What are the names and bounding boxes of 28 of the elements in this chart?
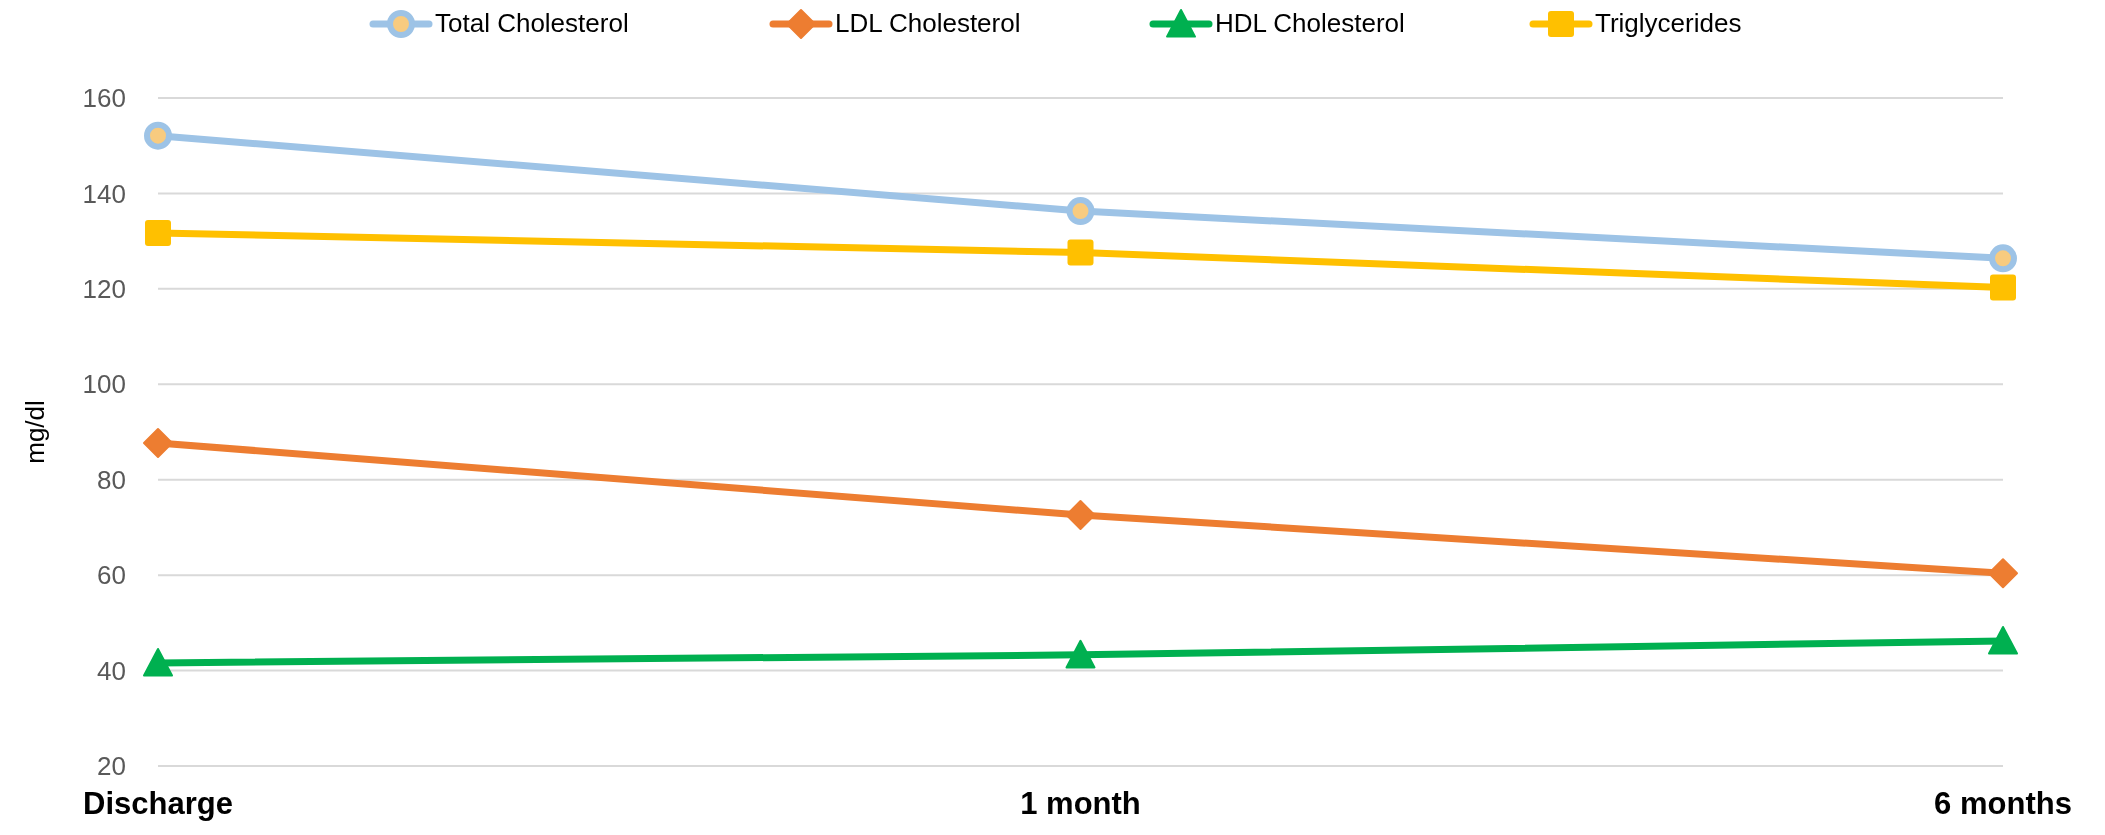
point	[145, 220, 171, 247]
legend-label: HDL Cholesterol	[1215, 8, 1405, 38]
point	[1065, 500, 1096, 531]
y-tick-label: 160	[82, 83, 126, 114]
point	[1988, 625, 2018, 655]
y-tick-label: 60	[97, 560, 126, 591]
y-tick-label: 120	[82, 273, 126, 304]
point	[1990, 274, 2016, 301]
point	[144, 121, 172, 150]
point	[143, 427, 173, 458]
point	[1065, 639, 1096, 669]
point	[1988, 558, 2018, 589]
point	[143, 647, 173, 677]
y-axis-title: mg/dl	[20, 400, 50, 464]
legend-label: Triglycerides	[1595, 8, 1742, 38]
y-tick-label: 100	[82, 369, 126, 400]
point	[1067, 239, 1094, 266]
point	[1989, 244, 2017, 273]
point	[1066, 197, 1095, 226]
y-tick-label: 20	[97, 751, 126, 782]
y-tick-label: 80	[97, 464, 126, 495]
y-tick-label: 140	[82, 178, 126, 209]
x-tick-label: 1 month	[1020, 786, 1141, 821]
legend-label: LDL Cholesterol	[835, 8, 1021, 38]
x-tick-label: 6 months	[1934, 786, 2072, 821]
x-tick-label: Discharge	[83, 786, 233, 821]
y-tick-label: 40	[97, 655, 126, 686]
legend-label: Total Cholesterol	[435, 8, 629, 38]
